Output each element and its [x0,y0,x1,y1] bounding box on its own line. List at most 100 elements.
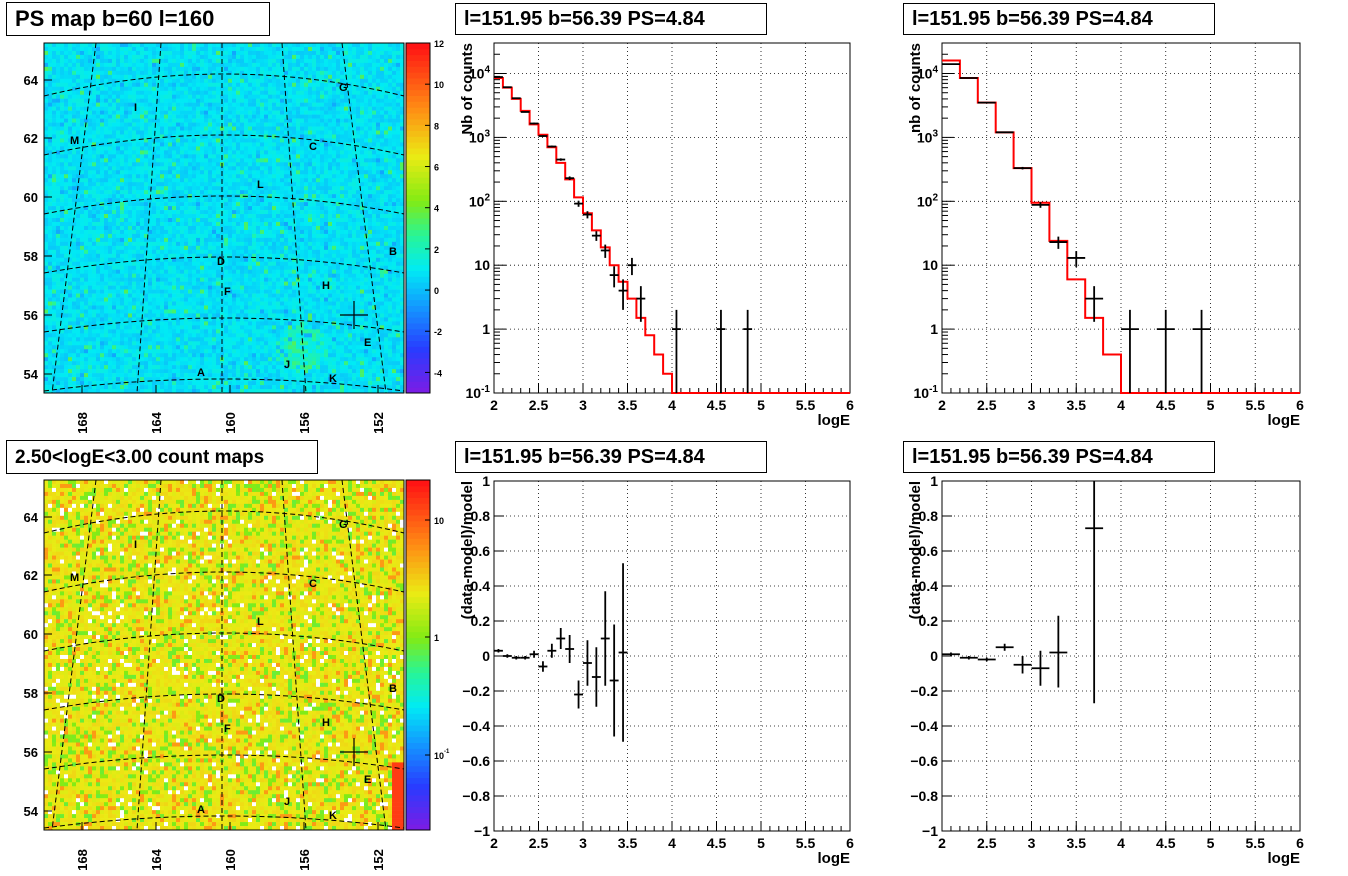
heatmap-cell [212,66,217,72]
heatmap-cell [164,225,169,231]
heatmap-cell [212,261,217,267]
heatmap-cell [116,58,121,64]
heatmap-cell [288,233,293,239]
heatmap-cell [288,66,293,72]
heatmap-cell [272,43,277,48]
heatmap-cell [172,138,177,143]
heatmap-cell [96,210,101,215]
heatmap-cell [128,43,133,48]
heatmap-cell [392,166,397,171]
heatmap-cell [76,138,81,143]
heatmap-cell [120,245,125,251]
heatmap-cell [332,253,337,259]
heatmap-cell [236,86,241,92]
heatmap-cell [140,221,145,227]
heatmap-cell [212,106,217,111]
heatmap-cell [72,194,77,199]
heatmap-cell [276,122,281,127]
heatmap-cell [280,253,285,259]
heatmap-cell [44,78,49,84]
heatmap-cell [280,229,285,235]
heatmap-cell [120,90,125,96]
heatmap-cell [372,154,377,159]
heatmap-cell [276,106,281,111]
heatmap-cell [168,170,173,175]
heatmap-cell [284,249,289,255]
heatmap-cell [56,241,61,247]
heatmap-cell [292,241,297,247]
heatmap-cell [280,134,285,139]
heatmap-cell [192,78,197,84]
heatmap-cell [128,178,133,183]
heatmap-cell [260,98,265,103]
heatmap-cell [64,142,69,147]
heatmap-cell [196,110,201,115]
heatmap-cell [208,102,213,107]
heatmap-cell [368,229,373,235]
heatmap-cell [356,158,361,163]
heatmap-cell [184,253,189,259]
heatmap-cell [176,253,181,259]
heatmap-cell [64,154,69,159]
heatmap-cell [388,114,393,119]
heatmap-cell [152,94,157,99]
heatmap-cell [308,158,313,163]
heatmap-cell [192,218,197,223]
heatmap-cell [128,202,133,207]
heatmap-cell [348,70,353,76]
heatmap-cell [356,58,361,64]
heatmap-cell [336,86,341,92]
heatmap-cell [364,170,369,175]
heatmap-cell [380,158,385,163]
heatmap-cell [264,206,269,211]
heatmap-cell [188,134,193,139]
heatmap-cell [396,214,401,219]
heatmap-cell [288,78,293,84]
heatmap-cell [184,178,189,183]
heatmap-cell [128,261,133,267]
heatmap-cell [84,210,89,215]
heatmap-cell [124,46,129,52]
heatmap-cell [268,162,273,167]
heatmap-cell [144,225,149,231]
heatmap-cell [388,43,393,48]
heatmap-cell [68,54,73,60]
heatmap-cell [160,102,165,107]
heatmap-cell [140,82,145,88]
heatmap-cell [64,249,69,255]
heatmap-cell [244,122,249,127]
heatmap-cell [284,218,289,223]
heatmap-cell [316,253,321,259]
heatmap-cell [356,210,361,215]
heatmap-cell [132,202,137,207]
heatmap-cell [400,142,405,147]
heatmap-cell [60,82,65,88]
heatmap-cell [336,194,341,199]
heatmap-cell [168,102,173,107]
heatmap-cell [240,249,245,255]
heatmap-cell [292,102,297,107]
heatmap-cell [196,70,201,76]
heatmap-cell [248,218,253,223]
heatmap-cell [68,202,73,207]
heatmap-cell [272,122,277,127]
heatmap-cell [304,150,309,155]
heatmap-cell [140,158,145,163]
heatmap-cell [176,82,181,88]
heatmap-cell [284,194,289,199]
heatmap-cell [308,214,313,219]
heatmap-cell [380,62,385,68]
heatmap-cell [240,110,245,115]
heatmap-cell [336,126,341,131]
heatmap-cell [172,241,177,247]
heatmap-cell [252,170,257,175]
heatmap-cell [160,146,165,151]
heatmap-cell [112,194,117,199]
heatmap-cell [208,233,213,239]
heatmap-cell [280,142,285,147]
heatmap-cell [264,229,269,235]
heatmap-cell [172,130,177,135]
heatmap-cell [144,214,149,219]
heatmap-cell [340,82,345,88]
heatmap-cell [64,166,69,171]
